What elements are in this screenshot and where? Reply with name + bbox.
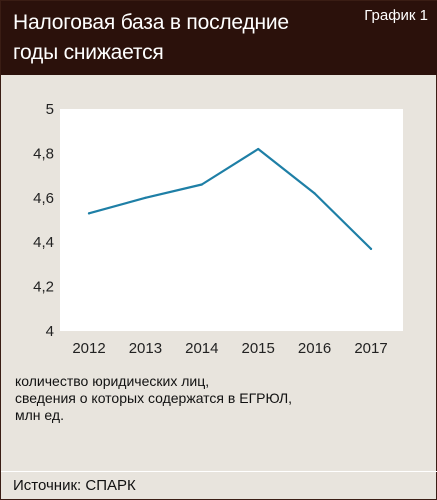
data-point-2017 xyxy=(369,247,373,250)
chart-title-line-2: годы снижается xyxy=(13,41,164,64)
line-chart: 4 4,2 4,4 4,6 4,8 5 2012 2013 2014 2015 2016 2017 xyxy=(33,101,403,357)
x-tick-label: 2012 xyxy=(72,340,105,357)
y-tick-label: 4 xyxy=(46,323,54,340)
x-tick-label: 2016 xyxy=(298,340,331,357)
chart-title-line-1: Налоговая база в последние xyxy=(13,11,289,34)
source-note: Источник: СПАРК xyxy=(13,477,136,494)
chart-header: Налоговая база в последние годы снижаетс… xyxy=(1,1,437,75)
x-tick-label: 2017 xyxy=(354,340,387,357)
data-point-2012 xyxy=(87,212,91,215)
data-point-2016 xyxy=(313,192,316,195)
x-tick-label: 2014 xyxy=(185,340,218,357)
y-tick-label: 4,6 xyxy=(33,190,54,207)
data-point-2015 xyxy=(257,147,260,151)
chart-title: Налоговая база в последние годы снижаетс… xyxy=(13,8,333,68)
data-point-2013 xyxy=(144,196,147,199)
chart-number-label: График 1 xyxy=(364,7,428,24)
caption-line-2: сведения о которых содержатся в ЕГРЮЛ, xyxy=(15,390,293,406)
data-point-2014 xyxy=(200,183,203,186)
x-tick-label: 2015 xyxy=(242,340,275,357)
plot-area xyxy=(60,109,403,331)
caption-line-1: количество юридических лиц, xyxy=(15,373,210,389)
y-tick-label: 4,4 xyxy=(33,234,54,251)
y-tick-label: 4,2 xyxy=(33,279,54,296)
footer-divider xyxy=(1,471,437,472)
axis-caption: количество юридических лиц, сведения о к… xyxy=(15,373,415,424)
caption-line-3: млн ед. xyxy=(15,407,64,423)
y-tick-label: 5 xyxy=(46,101,54,118)
series-line xyxy=(87,147,373,250)
y-tick-label: 4,8 xyxy=(33,145,54,162)
x-tick-label: 2013 xyxy=(129,340,162,357)
